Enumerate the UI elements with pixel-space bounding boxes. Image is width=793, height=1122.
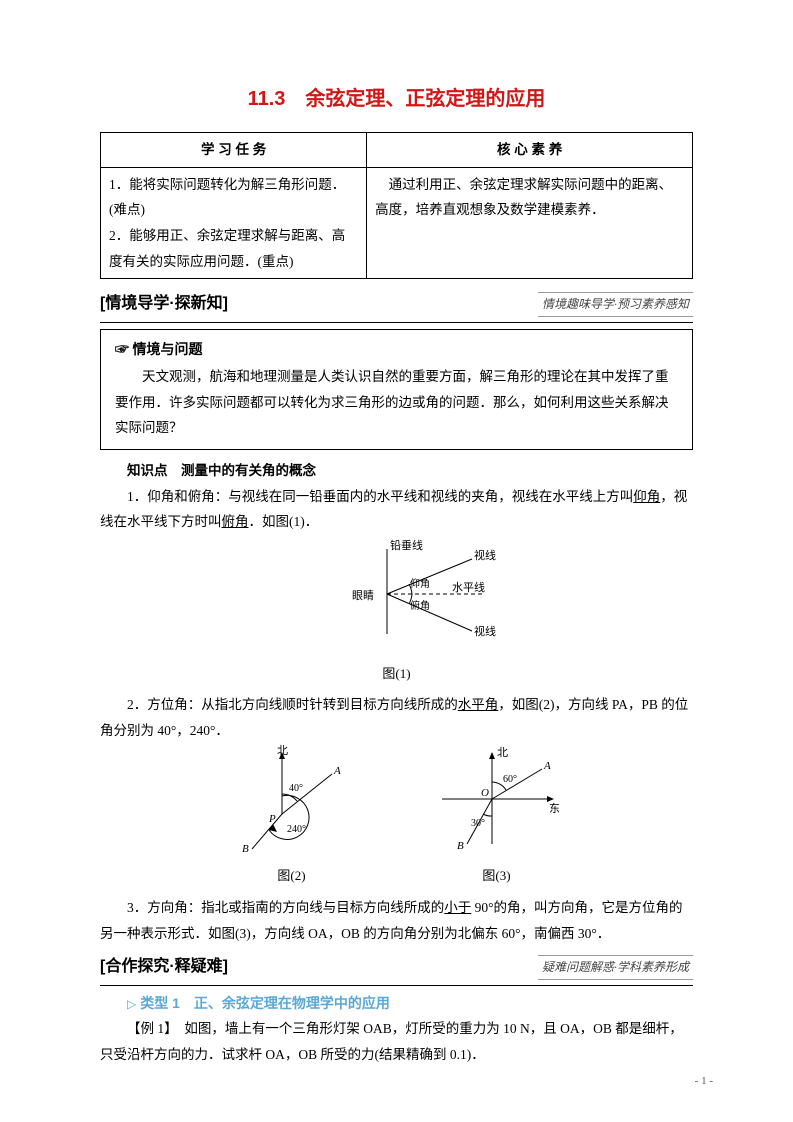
section1-subtitle: 情境趣味导学·预习素养感知 <box>538 292 693 317</box>
goals-table: 学 习 任 务 核 心 素 养 1．能将实际问题转化为解三角形问题．(难点) 2… <box>100 132 693 279</box>
p2-a: 2．方位角：从指北方向线顺时针转到目标方向线所成的 <box>127 697 458 712</box>
svg-text:北: 北 <box>497 746 508 759</box>
td-core: 通过利用正、余弦定理求解实际问题中的距离、高度，培养直观想象及数学建模素养． <box>367 167 693 279</box>
figure-1-caption: 图(1) <box>100 662 693 687</box>
section1-header: [情境导学·探新知] 情境趣味导学·预习素养感知 <box>100 289 693 319</box>
p3-a: 3．方向角：指北或指南的方向线与目标方向线所成的 <box>127 900 444 915</box>
type-1-head: ▷ 类型 1 正、余弦定理在物理学中的应用 <box>100 990 693 1017</box>
p1-u2: 俯角 <box>222 514 249 529</box>
svg-text:水平线: 水平线 <box>452 580 485 594</box>
page-title: 11.3 余弦定理、正弦定理的应用 <box>100 80 693 118</box>
section1-rule <box>100 322 693 323</box>
section2-subtitle: 疑难问题解惑·学科素养形成 <box>538 955 693 980</box>
figure-1: 铅垂线 视线 视线 水平线 眼睛 仰角 俯角 <box>100 539 693 660</box>
para-3: 3．方向角：指北或指南的方向线与目标方向线所成的小于 90°的角，叫方向角，它是… <box>100 895 693 946</box>
figure-3-caption: 图(3) <box>427 864 567 889</box>
svg-text:B: B <box>242 843 249 854</box>
svg-text:B: B <box>457 840 464 852</box>
svg-text:视线: 视线 <box>474 624 496 638</box>
th-core: 核 心 素 养 <box>367 133 693 168</box>
td-tasks: 1．能将实际问题转化为解三角形问题．(难点) 2．能够用正、余弦定理求解与距离、… <box>101 167 367 279</box>
type-1-label: 类型 1 正、余弦定理在物理学中的应用 <box>140 995 390 1011</box>
svg-text:俯角: 俯角 <box>410 599 430 612</box>
svg-text:40°: 40° <box>289 783 303 794</box>
svg-text:A: A <box>333 765 341 777</box>
section2-rule <box>100 985 693 986</box>
p1-a: 1．仰角和俯角：与视线在同一铅垂面内的水平线和视线的夹角，视线在水平线上方叫 <box>127 489 633 504</box>
svg-text:北: 北 <box>277 744 288 757</box>
svg-text:P: P <box>268 813 276 825</box>
para-2: 2．方位角：从指北方向线顺时针转到目标方向线所成的水平角，如图(2)，方向线 P… <box>100 692 693 743</box>
context-head: ☞ 情境与问题 <box>115 338 678 365</box>
knowledge-point-head: 知识点 测量中的有关角的概念 <box>100 458 693 484</box>
section2-title: [合作探究·释疑难] <box>100 952 228 982</box>
figure-3: 北 东 O A B 60° 30° 图(3) <box>427 744 567 895</box>
svg-text:O: O <box>481 787 489 799</box>
svg-text:东: 东 <box>549 802 560 815</box>
para-1: 1．仰角和俯角：与视线在同一铅垂面内的水平线和视线的夹角，视线在水平线上方叫仰角… <box>100 484 693 535</box>
th-tasks: 学 习 任 务 <box>101 133 367 168</box>
context-box: ☞ 情境与问题 天文观测，航海和地理测量是人类认识自然的重要方面，解三角形的理论… <box>100 329 693 451</box>
svg-text:60°: 60° <box>503 774 517 785</box>
example-1: 【例 1】 如图，墙上有一个三角形灯架 OAB，灯所受的重力为 10 N，且 O… <box>100 1016 693 1067</box>
context-body: 天文观测，航海和地理测量是人类认识自然的重要方面，解三角形的理论在其中发挥了重要… <box>115 364 678 441</box>
section1-title: [情境导学·探新知] <box>100 289 228 319</box>
svg-text:仰角: 仰角 <box>410 578 430 590</box>
svg-text:视线: 视线 <box>474 548 496 562</box>
p1-c: ．如图(1)． <box>249 514 319 529</box>
p1-u1: 仰角 <box>633 489 660 504</box>
svg-text:眼睛: 眼睛 <box>352 589 374 602</box>
page-number: - 1 - <box>695 1071 713 1092</box>
svg-text:铅垂线: 铅垂线 <box>390 539 423 552</box>
figure-2-caption: 图(2) <box>227 864 357 889</box>
section2-header: [合作探究·释疑难] 疑难问题解惑·学科素养形成 <box>100 952 693 982</box>
arrow-icon: ▷ <box>127 997 136 1011</box>
p3-u: 小于 <box>444 900 471 915</box>
figure-2: 北 A B P 40° 240° 图(2) <box>227 744 357 895</box>
svg-text:240°: 240° <box>287 824 306 835</box>
figure-row-23: 北 A B P 40° 240° 图(2) 北 东 O A B <box>100 744 693 895</box>
svg-text:30°: 30° <box>471 818 485 829</box>
p2-u: 水平角 <box>458 697 499 712</box>
svg-text:A: A <box>543 760 551 772</box>
